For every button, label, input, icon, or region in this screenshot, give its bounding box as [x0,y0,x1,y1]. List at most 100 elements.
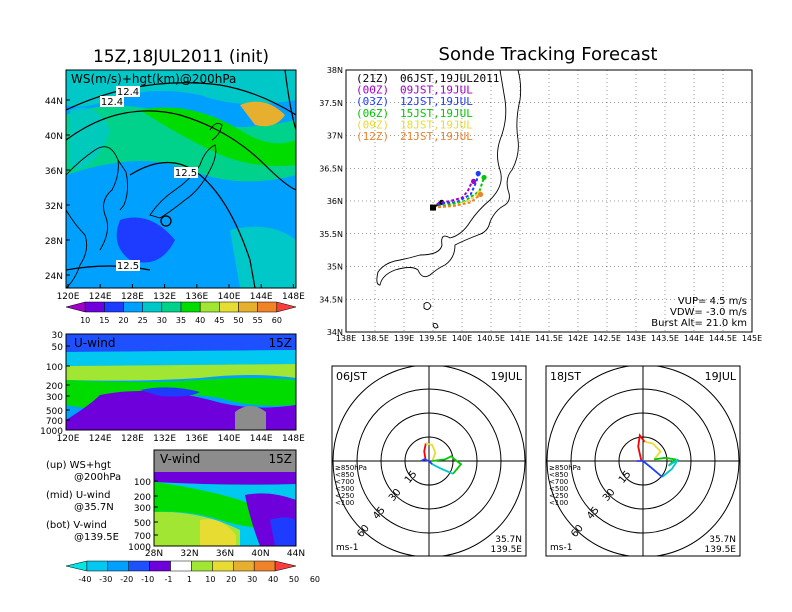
contour-label-bg [116,86,140,97]
wind-colorbar-swatch [128,560,150,572]
u-band-2 [66,350,296,366]
coast-china [66,209,88,288]
hodo-legend-entry: ≥850hPa [335,464,367,472]
lat-tick-label: 35N [327,263,343,272]
lon-tick-label: 128E [121,292,144,302]
lat-tick-label: 44N [287,549,305,559]
wind-colorbar-swatch [253,560,276,572]
pressure-tick-label: 1000 [40,427,63,437]
contour-label: 12.5 [117,261,139,272]
hodo-date: 19JUL [705,370,737,383]
lon-tick-label: 139E [394,334,414,343]
lon-tick-label: 124E [89,434,112,444]
lon-tick-label: 140E [218,434,241,444]
wind-colorbar-label: -40 [78,575,91,584]
sonde-landing-point [475,170,481,177]
coast-japan [149,144,217,219]
hodo-trace [637,433,646,462]
hodo-trace [431,463,454,475]
lon-tick-label: 141.5E [535,334,563,343]
hodo-legend-entry: <850 [335,471,354,479]
lat-tick-label: 32N [45,202,63,212]
coast-honshu [376,70,522,286]
contour-label: 12.4 [117,87,139,98]
pressure-tick-label: 1000 [128,543,151,553]
hodo-lon: 139.5E [491,545,523,555]
pressure-tick-label: 100 [46,363,63,373]
u-frame [65,333,297,431]
ws-colorbar-label: 50 [233,316,243,325]
legend-time: 21JST,19JUL [400,130,473,143]
lat-tick-label: 40N [251,549,269,559]
lat-tick-label: 34.5N [319,295,343,304]
lon-tick-label: 140E [218,292,241,302]
wind-colorbar-label: 40 [268,575,278,584]
pressure-tick-label: 300 [134,504,151,514]
wind-colorbar-swatch [212,560,234,572]
ws-colorbar-label: 35 [176,316,186,325]
lat-tick-label: 24N [45,272,63,282]
hodo-unit: ms-1 [550,543,572,553]
ws-colorbar-label: 30 [157,316,167,325]
lon-tick-label: 132E [153,292,176,302]
tracking-legend: (21Z) 06JST,19JUL2011 (00Z) 09JST,19JUL (03Z… [356,72,499,143]
field-band-2 [66,105,296,182]
upper-map: 12.412.412.512.5 WS(m/s)+hgt(km)@200hPa … [45,69,305,325]
legend-tag: (00Z) [356,84,389,97]
lat-tick-label: 36N [45,167,63,177]
hodo-time: 18JST [550,370,581,383]
coast-mainland [66,146,119,251]
legend-time: 18JST,19JUL [400,118,473,131]
wind-colorbar-label: -10 [141,575,154,584]
ws-colorbar-swatch [199,301,220,313]
wind-component-colorbar: -40 -30 -20 -10 -1 1 10 20 30 40 50 60 [65,560,320,584]
hodo-legend-entry: <700 [335,478,354,486]
lon-tick-label: 148E [282,434,305,444]
u-band-top [66,334,296,352]
legend-tag: (09Z) [356,118,389,131]
hodo-time: 06JST [336,370,367,383]
ws-colorbar-swatch [142,301,163,313]
pressure-tick-label: 50 [52,343,64,353]
wind-colorbar-label: 20 [226,575,236,584]
wind-colorbar-swatch [86,560,109,572]
contour-label-bg [116,260,140,271]
hodo-legend-entry: <850 [549,471,568,479]
sonde-track-line [432,177,485,209]
ws-colorbar-label: 20 [118,316,128,325]
lat-tick-label: 34N [327,328,343,337]
ws-colorbar-label: 45 [214,316,224,325]
pressure-tick-label: 100 [134,478,151,488]
lon-tick-label: 139.5E [419,334,447,343]
ws-colorbar-swatch [104,301,124,313]
u-time: 15Z [269,336,293,350]
typhoon-center-marker [160,215,172,227]
lat-tick-label: 36N [216,549,234,559]
pressure-tick-label: 200 [134,493,151,503]
hodo-lat: 35.7N [495,535,522,545]
note-line: @35.7N [74,502,114,513]
note-line: @200hPa [74,472,121,483]
note-line: (bot) V-wind [46,520,107,531]
lon-tick-label: 144E [684,334,704,343]
u-lon-axis: 120E 124E 128E 132E 136E 140E 144E 148E [57,434,306,444]
wind-colorbar-swatch [233,560,255,572]
ws-colorbar-swatch [238,301,258,313]
pressure-tick-label: 300 [46,393,63,403]
u-band-6 [140,387,200,397]
v-band-5 [200,519,236,546]
ws-colorbar-swatch [276,301,297,313]
ws-colorbar-swatch [219,301,239,313]
lon-tick-label: 138.5E [361,334,389,343]
ws-colorbar-label: 60 [272,316,282,325]
wind-colorbar-swatch [191,560,213,572]
sonde-param-line: VDW= -3.0 m/s [670,307,747,318]
field-band-7 [70,107,110,170]
hodo-legend-entry: <250 [549,492,568,500]
tracking-lon-axis: 138E 138.5E 139E 139.5E 140E 140.5E 141E 141.5E… [336,334,762,343]
field-core [240,101,285,127]
hodo-legend-entry: <100 [335,499,354,507]
